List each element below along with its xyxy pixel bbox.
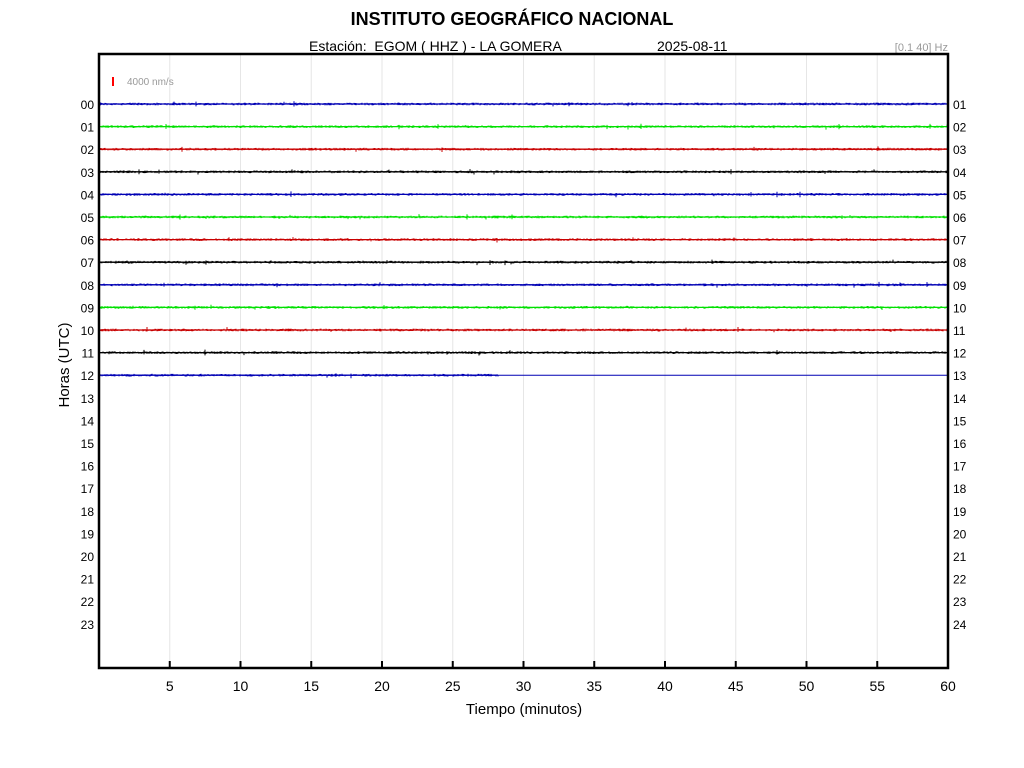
left-hour-label: 21: [81, 573, 95, 587]
right-hour-label: 18: [953, 482, 967, 496]
right-hour-label: 23: [953, 595, 967, 609]
right-hour-label: 13: [953, 369, 967, 383]
date-label: 2025-08-11: [657, 38, 728, 54]
left-hour-label: 01: [81, 121, 95, 135]
x-axis-label: Tiempo (minutos): [466, 701, 582, 718]
left-hour-label: 10: [81, 324, 95, 338]
page-title: INSTITUTO GEOGRÁFICO NACIONAL: [350, 9, 674, 29]
right-hour-label: 06: [953, 211, 967, 225]
left-hour-label: 09: [81, 301, 95, 315]
right-hour-label: 24: [953, 618, 967, 632]
x-tick-label: 20: [374, 678, 390, 694]
x-tick-label: 10: [233, 678, 249, 694]
x-tick-label: 45: [728, 678, 744, 694]
left-hour-label: 07: [81, 256, 95, 270]
left-hour-label: 08: [81, 279, 95, 293]
left-hour-label: 03: [81, 166, 95, 180]
x-axis-ticks: 5 10 15 20 25 30 35 40 45 50 55 60: [166, 661, 956, 694]
x-tick-label: 60: [940, 678, 956, 694]
right-hour-label: 21: [953, 550, 967, 564]
right-hour-label: 08: [953, 256, 967, 270]
right-hour-label: 03: [953, 143, 967, 157]
seismic-traces: [98, 101, 949, 379]
right-hour-label: 15: [953, 414, 967, 428]
right-hour-label: 11: [953, 324, 966, 338]
x-tick-label: 15: [303, 678, 319, 694]
left-hour-label: 06: [81, 234, 95, 248]
left-hour-label: 16: [81, 460, 95, 474]
left-hour-label: 20: [81, 550, 95, 564]
left-hour-label: 13: [81, 392, 95, 406]
left-hour-label: 05: [81, 211, 95, 225]
left-hour-label: 22: [81, 595, 95, 609]
left-hour-label: 04: [81, 188, 95, 202]
left-hour-label: 17: [81, 482, 95, 496]
x-tick-label: 25: [445, 678, 461, 694]
left-hour-label: 00: [81, 98, 95, 112]
grid-lines: [169, 54, 878, 668]
right-hour-label: 19: [953, 505, 967, 519]
x-tick-label: 55: [869, 678, 885, 694]
left-hour-label: 02: [81, 143, 95, 157]
left-hour-label: 18: [81, 505, 95, 519]
right-hour-label: 01: [953, 98, 967, 112]
right-hour-label: 05: [953, 188, 967, 202]
right-hour-label: 16: [953, 437, 967, 451]
x-tick-label: 5: [166, 678, 174, 694]
filter-label: [0.1 40] Hz: [894, 42, 948, 54]
left-hour-label: 12: [81, 369, 95, 383]
right-hour-label: 09: [953, 279, 967, 293]
x-tick-label: 30: [516, 678, 532, 694]
scale-bar: 4000 nm/s: [112, 77, 174, 88]
left-hour-label: 19: [81, 527, 95, 541]
left-hour-label: 15: [81, 437, 95, 451]
left-hour-label: 23: [81, 618, 95, 632]
scale-bar-label: 4000 nm/s: [127, 77, 174, 88]
x-tick-label: 50: [799, 678, 815, 694]
x-tick-label: 40: [657, 678, 673, 694]
left-hour-label: 11: [82, 347, 95, 361]
right-hour-label: 14: [953, 392, 967, 406]
right-hour-label: 12: [953, 347, 967, 361]
left-hour-label: 14: [81, 414, 95, 428]
right-hour-label: 17: [953, 460, 967, 474]
station-label: Estación: EGOM ( HHZ ) - LA GOMERA: [309, 38, 562, 54]
x-tick-label: 35: [586, 678, 602, 694]
right-hour-label: 10: [953, 301, 967, 315]
right-hour-label: 20: [953, 527, 967, 541]
right-hour-label: 04: [953, 166, 967, 180]
right-hour-label: 22: [953, 573, 967, 587]
y-axis-label: Horas (UTC): [56, 322, 73, 407]
y-axis-labels: 00 01 02 03 04 05 06 07 08 09 10 11 12 13 14 15 16 17 18 19…: [81, 98, 967, 632]
right-hour-label: 07: [953, 234, 967, 248]
right-hour-label: 02: [953, 121, 967, 135]
